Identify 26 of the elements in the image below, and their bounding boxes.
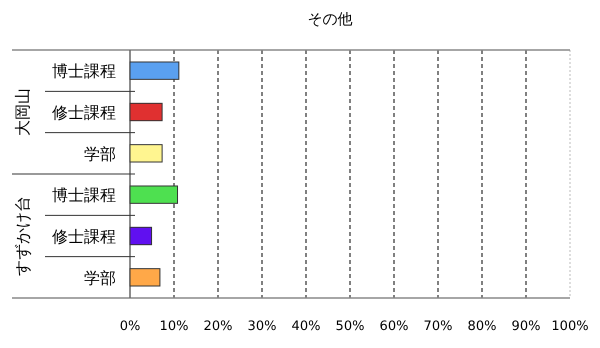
bar (130, 61, 180, 80)
bar (130, 144, 163, 163)
x-tick-label: 90% (512, 319, 540, 334)
y-tick-label: 修士課程 (52, 227, 116, 246)
bar (130, 226, 152, 246)
x-tick-label: 50% (336, 319, 364, 334)
x-tick-label: 60% (380, 319, 408, 334)
x-tick-label: 0% (120, 319, 140, 334)
text: 大岡山 (13, 88, 32, 136)
x-tick-label: 40% (292, 319, 320, 334)
bar (130, 102, 163, 122)
x-tick-label: 10% (160, 319, 188, 334)
bar (130, 185, 178, 204)
x-tick-label: 20% (204, 319, 232, 334)
y-tick-label: 修士課程 (52, 103, 116, 122)
y-tick-label: 学部 (84, 268, 116, 288)
y-tick-label: 博士課程 (52, 62, 116, 81)
x-tick-label: 70% (424, 319, 452, 334)
y-tick-label: 学部 (84, 144, 116, 164)
x-tick-label: 100% (551, 319, 589, 334)
x-tick-label: 80% (468, 319, 496, 334)
y-tick-label: 博士課程 (52, 186, 116, 205)
bar (130, 268, 160, 287)
chart-title: その他 (308, 10, 352, 28)
x-tick-label: 30% (248, 319, 276, 334)
text: すずかけ台 (13, 196, 32, 276)
